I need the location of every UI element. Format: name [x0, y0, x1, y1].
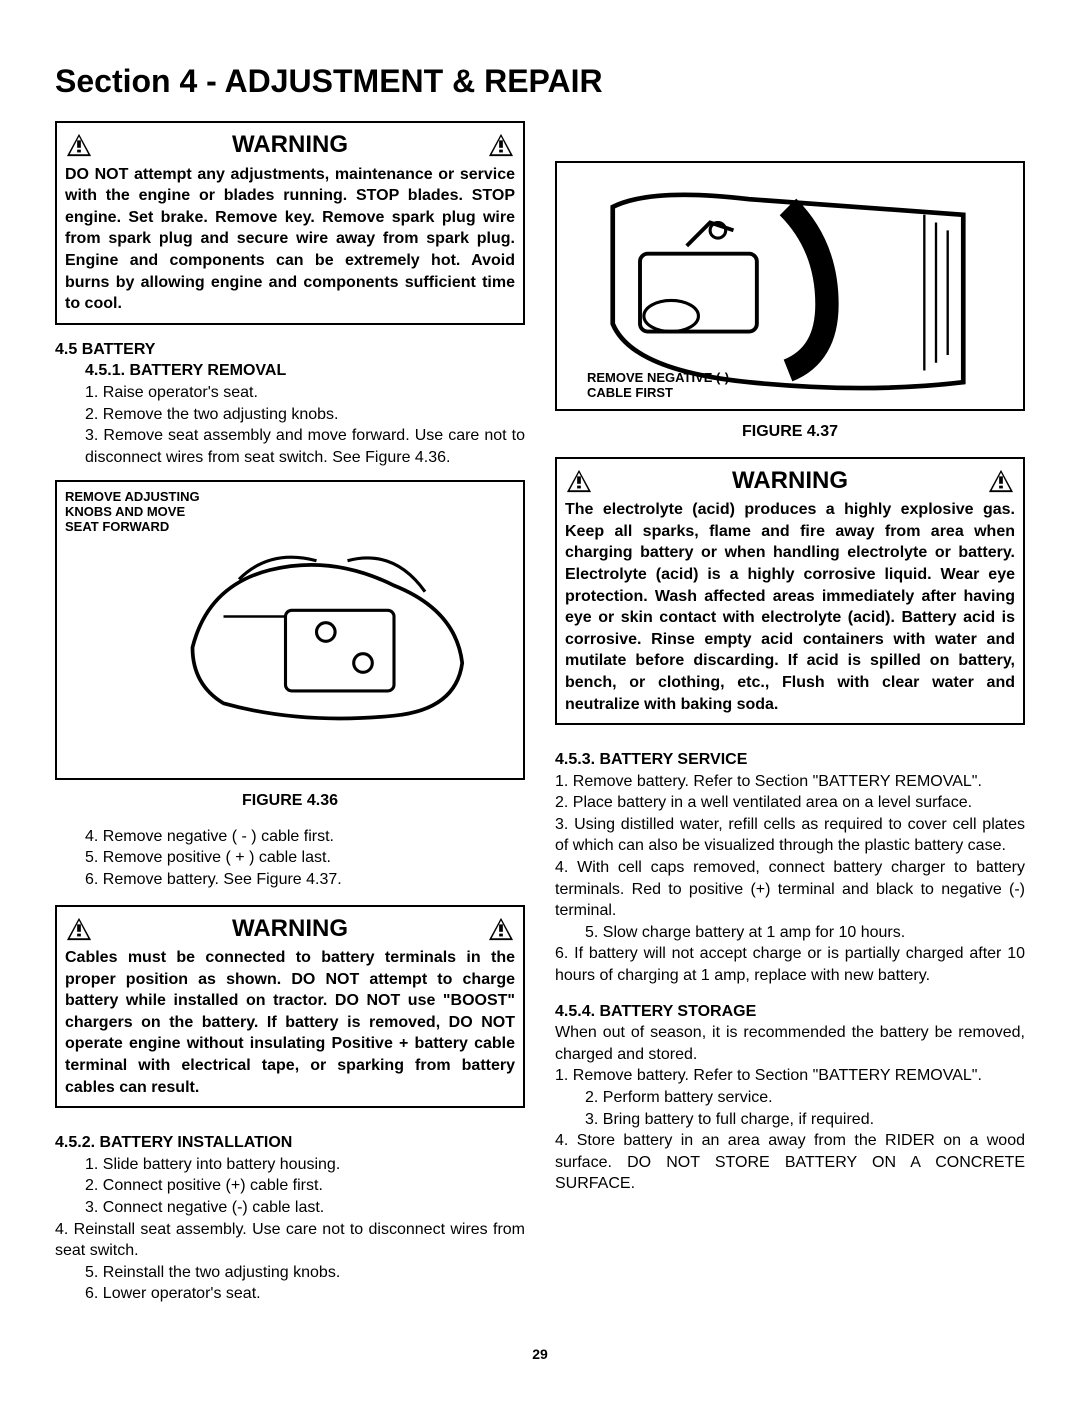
figure-caption: FIGURE 4.36	[55, 790, 525, 812]
removal-step-5: 5. Remove positive ( + ) cable last.	[85, 847, 525, 869]
install-step-1: 1. Slide battery into battery housing.	[85, 1154, 525, 1176]
removal-step-2: 2. Remove the two adjusting knobs.	[85, 404, 525, 426]
figure-4-36: REMOVE ADJUSTING KNOBS AND MOVE SEAT FOR…	[55, 480, 525, 780]
warning-title: WARNING	[93, 913, 487, 945]
two-column-layout: WARNING DO NOT attempt any adjustments, …	[55, 121, 1025, 1305]
warning-body: Cables must be connected to battery term…	[65, 947, 515, 1098]
storage-step-3: 3. Bring battery to full charge, if requ…	[585, 1109, 1025, 1131]
warning-box-3: WARNING The electrolyte (acid) produces …	[555, 457, 1025, 725]
warning-triangle-icon	[65, 916, 93, 942]
page-title: Section 4 - ADJUSTMENT & REPAIR	[55, 60, 1025, 103]
warning-triangle-icon	[487, 916, 515, 942]
figure-4-37-wrap: REMOVE POSITIVE (+) CABLE LAST REMOVE NE…	[555, 161, 1025, 411]
warning-triangle-icon	[565, 468, 593, 494]
service-step-5: 5. Slow charge battery at 1 amp for 10 h…	[585, 922, 1025, 944]
install-step-5: 5. Reinstall the two adjusting knobs.	[85, 1262, 525, 1284]
service-step-1: 1. Remove battery. Refer to Section "BAT…	[555, 771, 1025, 793]
section-4-5-4: 4.5.4. BATTERY STORAGE	[555, 1001, 1025, 1023]
warning-triangle-icon	[487, 132, 515, 158]
section-4-5: 4.5 BATTERY	[55, 339, 525, 361]
section-4-5-1: 4.5.1. BATTERY REMOVAL	[85, 360, 525, 382]
figure-caption: FIGURE 4.37	[555, 421, 1025, 443]
service-step-2: 2. Place battery in a well ventilated ar…	[555, 792, 1025, 814]
page-number: 29	[55, 1345, 1025, 1364]
left-column: WARNING DO NOT attempt any adjustments, …	[55, 121, 525, 1305]
install-step-2: 2. Connect positive (+) cable first.	[85, 1175, 525, 1197]
service-step-3: 3. Using distilled water, refill cells a…	[555, 814, 1025, 857]
section-4-5-2: 4.5.2. BATTERY INSTALLATION	[55, 1132, 525, 1154]
removal-step-1: 1. Raise operator's seat.	[85, 382, 525, 404]
warning-triangle-icon	[987, 468, 1015, 494]
storage-step-1: 1. Remove battery. Refer to Section "BAT…	[555, 1065, 1025, 1087]
warning-body: DO NOT attempt any adjustments, maintena…	[65, 164, 515, 315]
removal-step-3: 3. Remove seat assembly and move forward…	[85, 425, 525, 468]
storage-step-4: 4. Store battery in an area away from th…	[555, 1130, 1025, 1195]
warning-title: WARNING	[93, 129, 487, 161]
service-step-6: 6. If battery will not accept charge or …	[555, 943, 1025, 986]
warning-triangle-icon	[65, 132, 93, 158]
figure-4-37: REMOVE NEGATIVE (-) CABLE FIRST	[555, 161, 1025, 411]
warning-body: The electrolyte (acid) produces a highly…	[565, 499, 1015, 715]
storage-intro: When out of season, it is recommended th…	[555, 1022, 1025, 1065]
install-step-4: 4. Reinstall seat assembly. Use care not…	[55, 1219, 525, 1262]
right-column: REMOVE POSITIVE (+) CABLE LAST REMOVE NE…	[555, 121, 1025, 1305]
warning-box-1: WARNING DO NOT attempt any adjustments, …	[55, 121, 525, 325]
service-step-4: 4. With cell caps removed, connect batte…	[555, 857, 1025, 922]
removal-step-4: 4. Remove negative ( - ) cable first.	[85, 826, 525, 848]
removal-step-6: 6. Remove battery. See Figure 4.37.	[85, 869, 525, 891]
install-step-3: 3. Connect negative (-) cable last.	[85, 1197, 525, 1219]
warning-title: WARNING	[593, 465, 987, 497]
section-4-5-3: 4.5.3. BATTERY SERVICE	[555, 749, 1025, 771]
warning-box-2: WARNING Cables must be connected to batt…	[55, 905, 525, 1109]
install-step-6: 6. Lower operator's seat.	[85, 1283, 525, 1305]
storage-step-2: 2. Perform battery service.	[585, 1087, 1025, 1109]
figure-annotation-bottom: REMOVE NEGATIVE (-) CABLE FIRST	[587, 371, 747, 401]
